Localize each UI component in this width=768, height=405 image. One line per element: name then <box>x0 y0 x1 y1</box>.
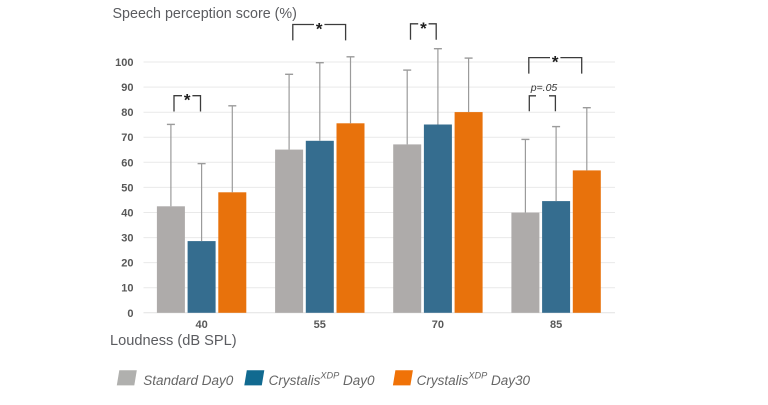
svg-text:0: 0 <box>127 308 133 320</box>
svg-text:Speech perception score (%): Speech perception score (%) <box>113 6 297 22</box>
svg-text:70: 70 <box>121 132 133 144</box>
svg-text:*: * <box>316 20 323 39</box>
svg-text:90: 90 <box>121 82 133 94</box>
svg-text:60: 60 <box>121 157 133 169</box>
svg-text:100: 100 <box>115 57 133 69</box>
svg-text:CrystalisXDP Day0: CrystalisXDP Day0 <box>269 371 375 389</box>
svg-text:*: * <box>420 19 427 38</box>
svg-text:85: 85 <box>550 319 562 331</box>
svg-text:Standard Day0: Standard Day0 <box>143 373 234 388</box>
svg-text:30: 30 <box>121 233 133 245</box>
svg-text:40: 40 <box>195 319 207 331</box>
svg-text:CrystalisXDP Day30: CrystalisXDP Day30 <box>417 371 531 389</box>
svg-text:70: 70 <box>432 319 444 331</box>
svg-text:20: 20 <box>121 258 133 270</box>
svg-text:p=.05: p=.05 <box>530 82 558 94</box>
svg-text:55: 55 <box>314 319 326 331</box>
svg-text:*: * <box>552 53 559 72</box>
svg-text:40: 40 <box>121 208 133 220</box>
svg-text:80: 80 <box>121 107 133 119</box>
svg-text:50: 50 <box>121 182 133 194</box>
svg-text:*: * <box>184 91 191 110</box>
svg-text:Loudness (dB SPL): Loudness (dB SPL) <box>110 333 237 349</box>
svg-text:10: 10 <box>121 283 133 295</box>
